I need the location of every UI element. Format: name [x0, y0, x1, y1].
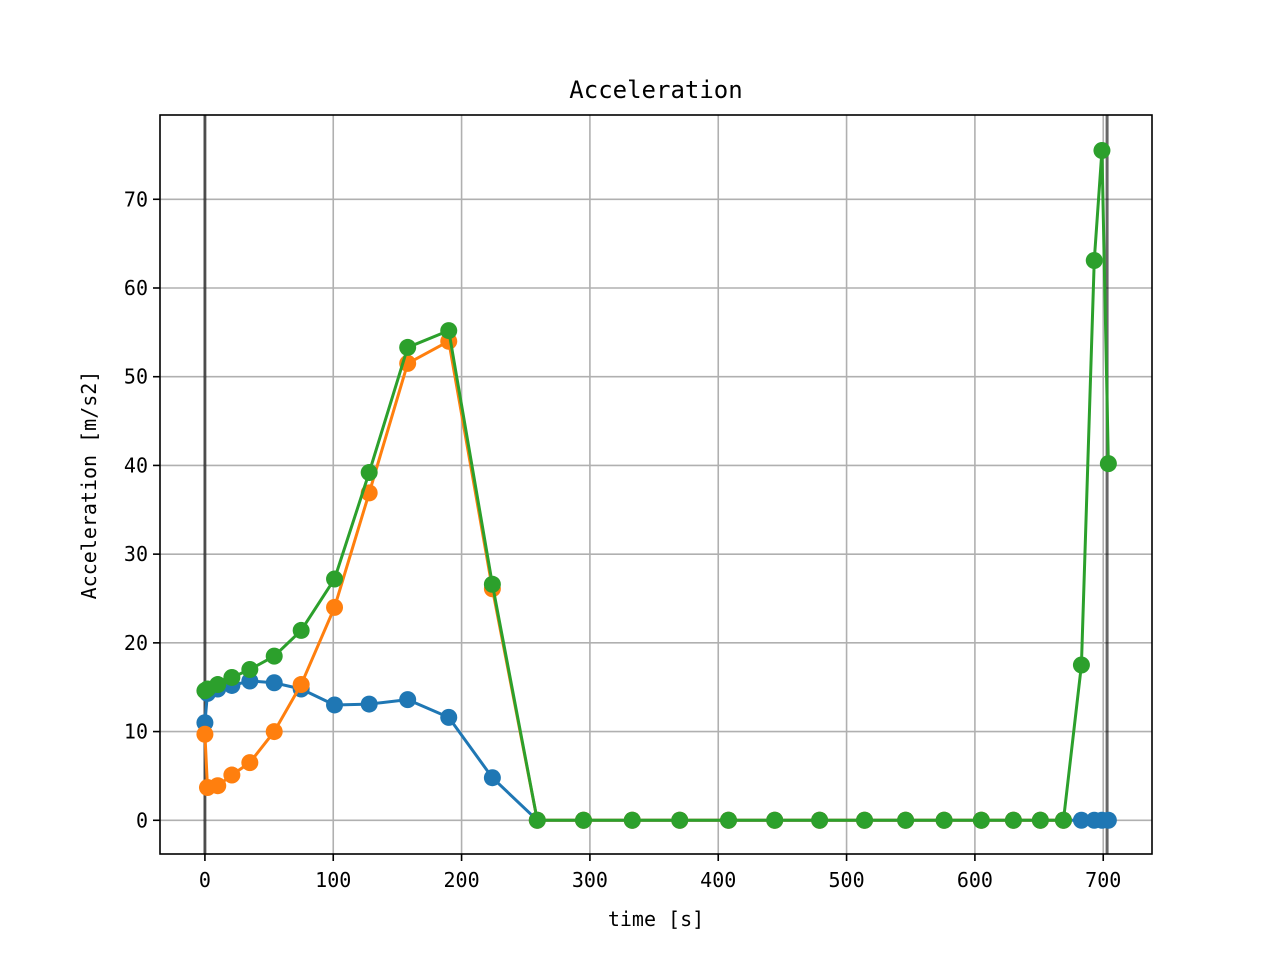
y-tick-label: 70 [124, 187, 148, 211]
y-axis-ticks: 0 10 20 30 40 50 60 70 [124, 187, 160, 832]
data-point [241, 660, 259, 678]
x-axis-label: time [s] [608, 907, 704, 931]
data-point [483, 769, 501, 787]
data-point [856, 811, 874, 829]
data-point [196, 725, 214, 743]
y-tick-label: 30 [124, 542, 148, 566]
data-point [483, 575, 501, 593]
x-tick-label: 100 [315, 868, 351, 892]
data-point [1072, 656, 1090, 674]
x-tick-label: 600 [957, 868, 993, 892]
data-point [360, 695, 378, 713]
data-point [1085, 251, 1103, 269]
data-point [1054, 811, 1072, 829]
plot-frame [159, 114, 1153, 855]
data-point [223, 766, 241, 784]
x-tick-label: 200 [444, 868, 480, 892]
data-point [897, 811, 915, 829]
data-point [265, 674, 283, 692]
data-point [326, 598, 344, 616]
y-axis-label: Acceleration [m/s2] [77, 371, 101, 600]
data-point [811, 811, 829, 829]
data-point [1031, 811, 1049, 829]
data-point [440, 322, 458, 340]
data-point [209, 777, 227, 795]
x-tick-label: 500 [829, 868, 865, 892]
data-point [360, 464, 378, 482]
x-tick-label: 0 [199, 868, 211, 892]
plot-area [160, 115, 1152, 854]
data-point [399, 338, 417, 356]
data-point [623, 811, 641, 829]
series-group [196, 141, 1117, 829]
x-tick-label: 400 [700, 868, 736, 892]
data-point [574, 811, 592, 829]
data-point [209, 676, 227, 694]
data-point [223, 668, 241, 686]
data-point [1004, 811, 1022, 829]
data-point [440, 708, 458, 726]
y-tick-label: 10 [124, 720, 148, 744]
data-point [671, 811, 689, 829]
y-tick-label: 60 [124, 276, 148, 300]
data-point [241, 754, 259, 772]
data-point [935, 811, 953, 829]
data-point [399, 691, 417, 709]
y-tick-label: 0 [136, 808, 148, 832]
data-point [265, 723, 283, 741]
chart-title: Acceleration [569, 76, 742, 104]
x-axis-ticks: 0 100 200 300 400 500 600 700 [199, 854, 1121, 892]
data-point [326, 570, 344, 588]
data-point [1072, 811, 1090, 829]
data-point [528, 811, 546, 829]
data-point [292, 621, 310, 639]
y-tick-label: 20 [124, 631, 148, 655]
data-point [292, 676, 310, 694]
data-point [1093, 141, 1111, 159]
data-point [265, 647, 283, 665]
x-tick-label: 700 [1085, 868, 1121, 892]
series-3 [196, 141, 1117, 829]
x-tick-label: 300 [572, 868, 608, 892]
data-point [972, 811, 990, 829]
data-point [326, 696, 344, 714]
y-tick-label: 40 [124, 453, 148, 477]
data-point [1099, 455, 1117, 473]
y-tick-label: 50 [124, 365, 148, 389]
data-point [1099, 811, 1117, 829]
data-point [766, 811, 784, 829]
data-point [720, 811, 738, 829]
